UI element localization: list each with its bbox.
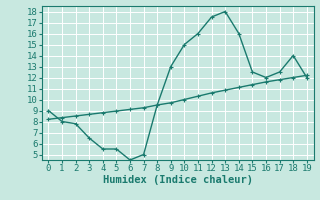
X-axis label: Humidex (Indice chaleur): Humidex (Indice chaleur) bbox=[103, 175, 252, 185]
